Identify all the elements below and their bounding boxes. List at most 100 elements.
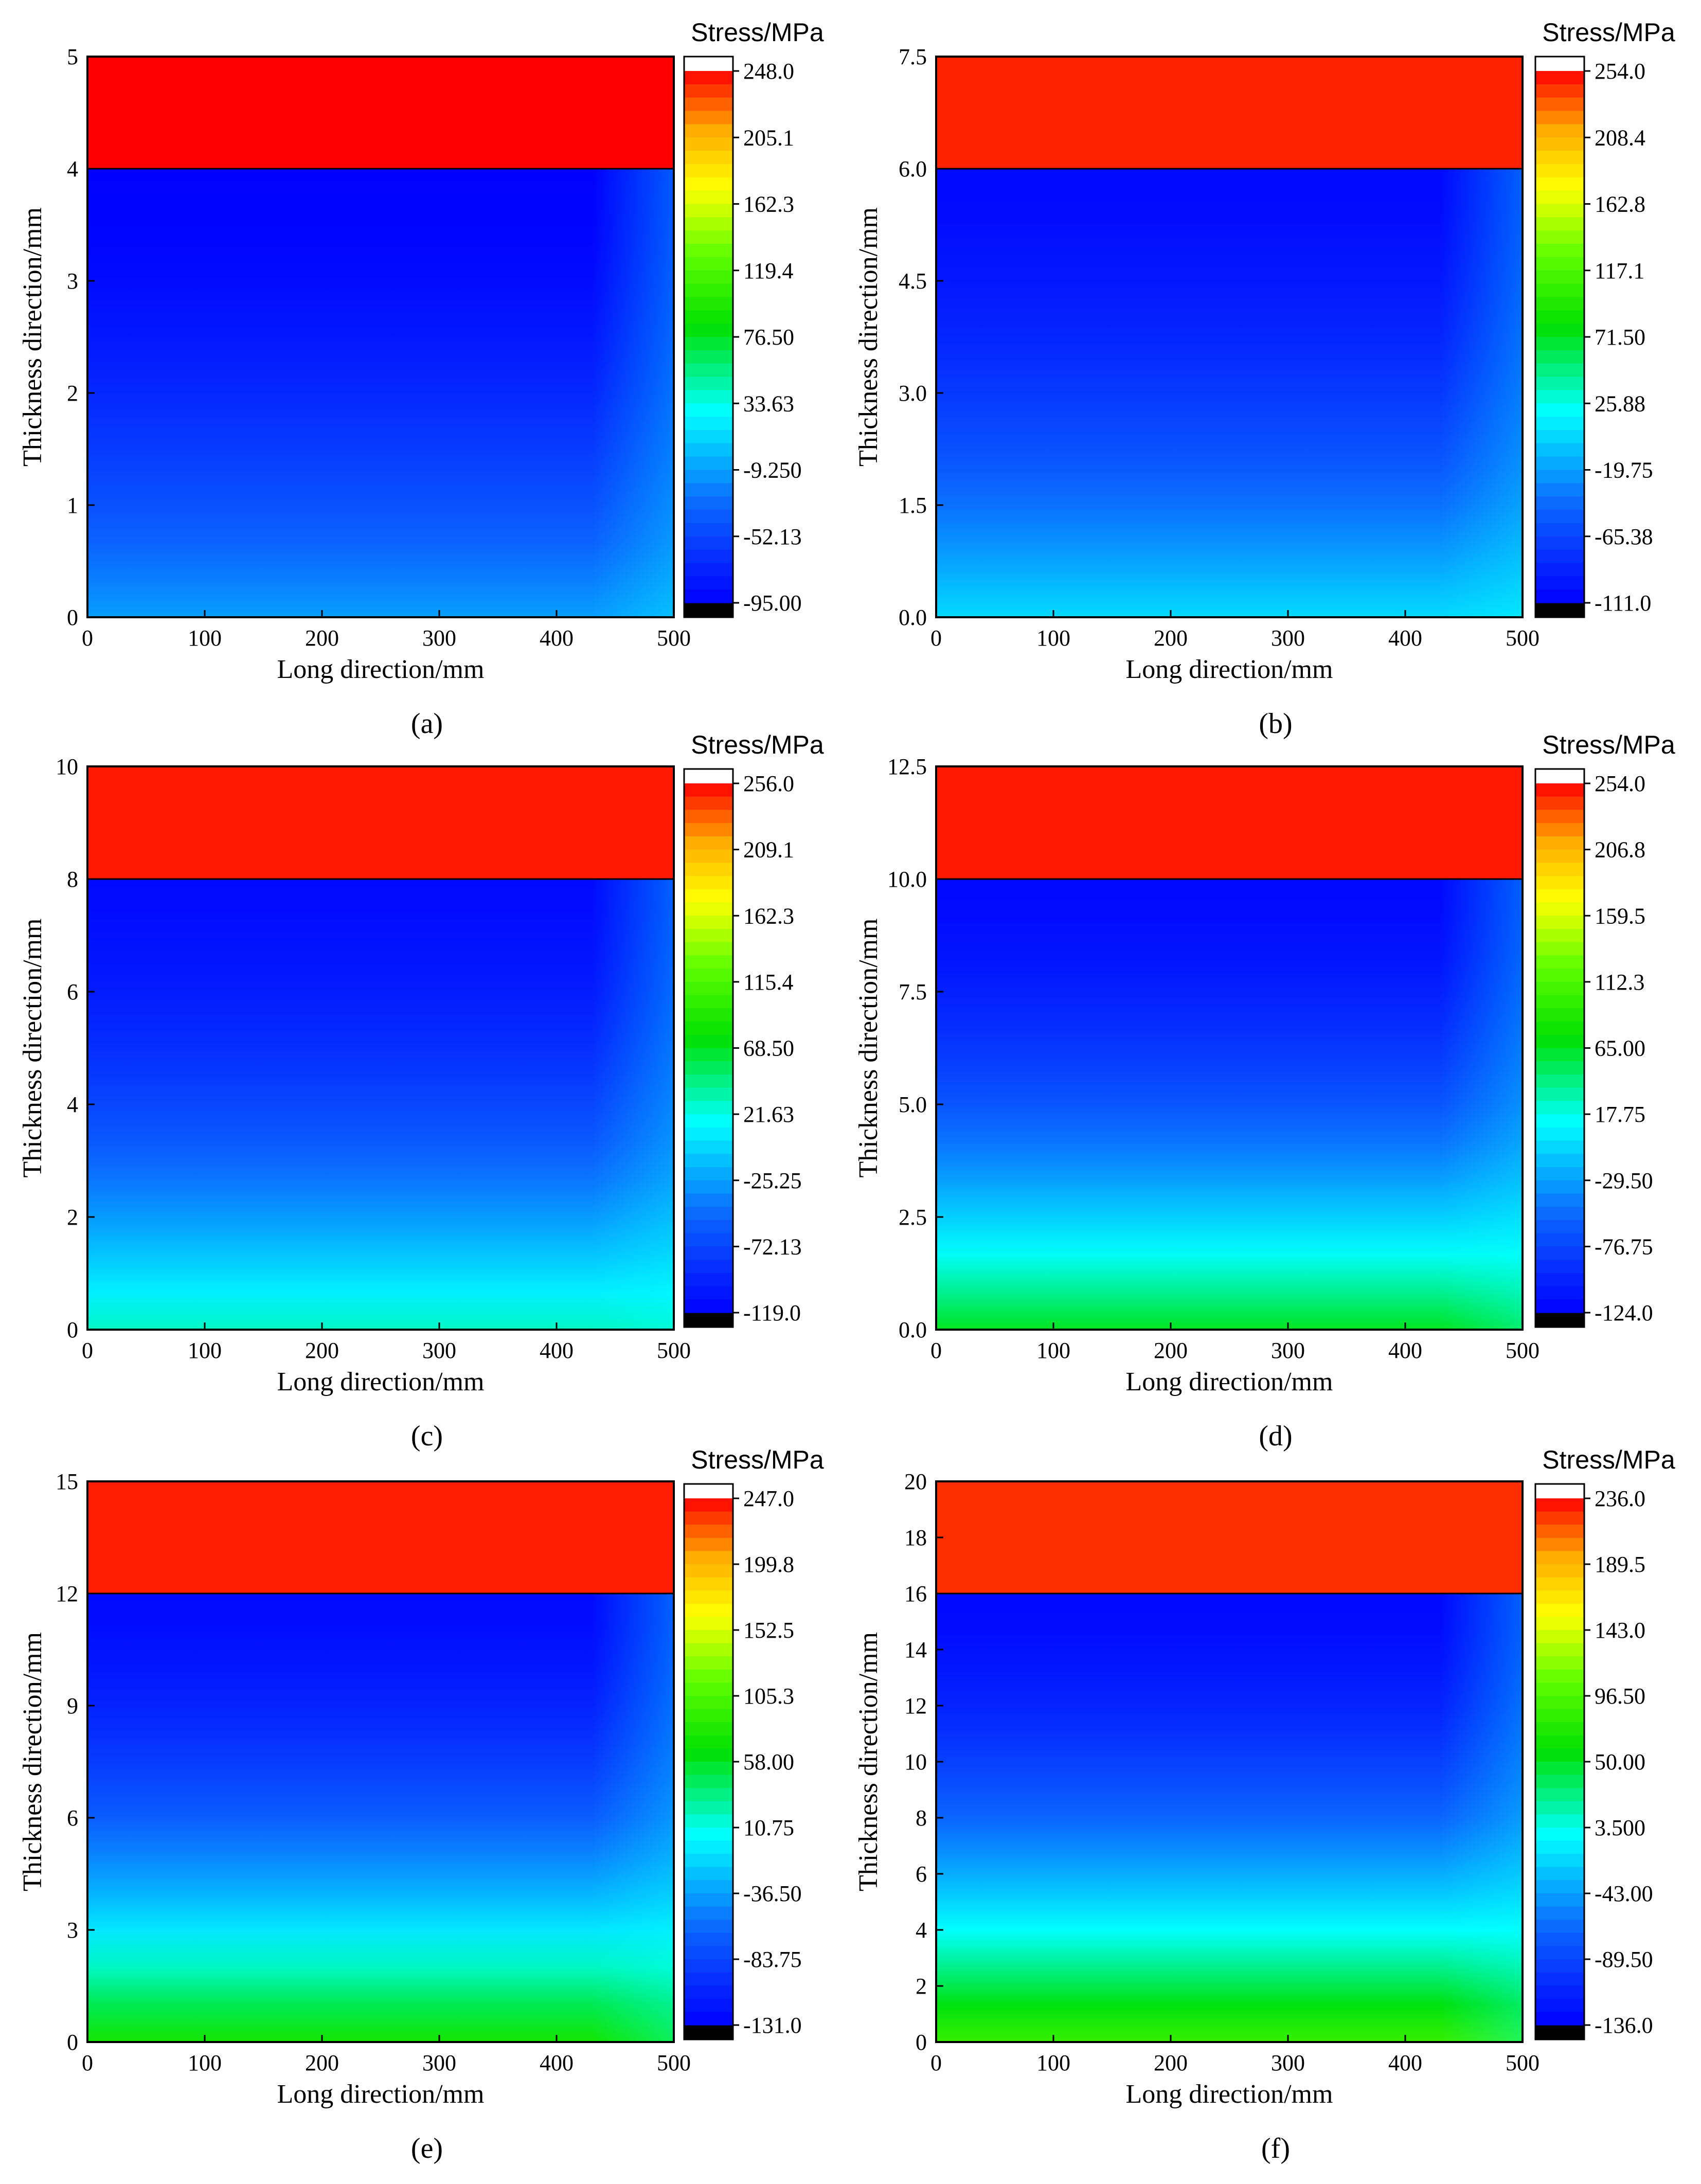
y-axis-title: Thickness direction/mm <box>854 207 883 467</box>
x-tick-label: 500 <box>657 1338 691 1363</box>
colorbar-band <box>684 1669 733 1683</box>
y-tick-label: 8 <box>916 1805 927 1831</box>
colorbar-band <box>684 1603 733 1617</box>
colorbar-band <box>1535 1008 1584 1022</box>
colorbar-band <box>684 2012 733 2026</box>
y-tick-label: 10.0 <box>887 867 927 892</box>
y-tick-label: 8 <box>67 867 78 892</box>
colorbar-band <box>1535 1696 1584 1710</box>
colorbar-tick-label: 256.0 <box>743 771 794 796</box>
colorbar-title: Stress/MPa <box>691 730 824 759</box>
colorbar-tick-label: 209.1 <box>743 837 794 863</box>
colorbar-band <box>684 1814 733 1828</box>
colorbar-band <box>684 456 733 471</box>
colorbar-band <box>1535 1630 1584 1644</box>
edge-effect-region <box>592 1594 674 2042</box>
colorbar-tick-label: 33.63 <box>743 391 794 416</box>
y-tick-label: 1 <box>67 493 78 518</box>
y-axis-title: Thickness direction/mm <box>18 918 47 1177</box>
colorbar-band <box>1535 1920 1584 1934</box>
colorbar-tick-label: 206.8 <box>1595 837 1645 863</box>
y-tick-label: 12 <box>904 1693 927 1718</box>
colorbar-tick-label: 76.50 <box>743 325 794 350</box>
colorbar-band <box>1535 111 1584 124</box>
colorbar-band <box>684 1959 733 1973</box>
x-tick-label: 400 <box>1388 625 1422 651</box>
colorbar-band <box>1535 1669 1584 1683</box>
colorbar-tick-label: 25.88 <box>1595 391 1645 416</box>
y-tick-label: 12 <box>56 1581 78 1606</box>
colorbar-band <box>684 823 733 837</box>
colorbar-band <box>1535 1154 1584 1168</box>
y-tick-label: 14 <box>904 1637 927 1662</box>
y-tick-label: 4 <box>916 1918 927 1943</box>
x-tick-label: 500 <box>657 625 691 651</box>
colorbar: 247.0 199.8 152.5 105.3 58.00 10.75 -36.50 -83.… <box>683 1445 824 2040</box>
colorbar-band <box>1535 1880 1584 1894</box>
panel-1: 0 100 200 300 400 500 0.0 1.5 3.0 4.5 6.0 7.5 Long d… <box>854 18 1675 740</box>
colorbar-band <box>684 283 733 298</box>
colorbar-band <box>684 1906 733 1920</box>
colorbar-band <box>684 217 733 231</box>
colorbar-band <box>684 1630 733 1644</box>
colorbar-band <box>684 230 733 244</box>
colorbar-tick-label: 58.00 <box>743 1749 794 1775</box>
colorbar-band <box>1535 244 1584 258</box>
colorbar-band <box>1535 1180 1584 1194</box>
colorbar-band <box>684 1551 733 1565</box>
colorbar-band <box>1535 1854 1584 1868</box>
y-tick-label: 0.0 <box>899 605 927 630</box>
panel-caption: (e) <box>411 2133 443 2164</box>
colorbar-tick-label: 119.4 <box>743 258 793 283</box>
colorbar-tick-label: 162.3 <box>743 192 794 217</box>
y-tick-label: 4 <box>67 1092 78 1117</box>
x-tick-label: 200 <box>1154 2050 1188 2075</box>
panel-caption: (d) <box>1259 1420 1292 1452</box>
colorbar-band <box>684 1735 733 1749</box>
top-layer-region <box>936 766 1523 879</box>
colorbar-band <box>1535 377 1584 390</box>
x-tick-label: 200 <box>305 625 339 651</box>
colorbar-band <box>684 204 733 218</box>
colorbar-overflow-cap <box>1535 57 1584 71</box>
colorbar-tick-label: -119.0 <box>743 1300 801 1326</box>
colorbar-band <box>1535 283 1584 298</box>
colorbar-band <box>684 1801 733 1815</box>
colorbar-band <box>684 164 733 178</box>
edge-effect-region <box>1440 879 1523 1330</box>
colorbar-band <box>684 1617 733 1631</box>
y-tick-label: 12.5 <box>887 754 927 779</box>
colorbar-band <box>684 1972 733 1986</box>
colorbar-band <box>684 297 733 311</box>
colorbar-band <box>1535 1828 1584 1841</box>
colorbar-band <box>684 1696 733 1710</box>
colorbar-band <box>1535 1498 1584 1512</box>
y-axis-title: Thickness direction/mm <box>18 207 47 467</box>
colorbar-band <box>1535 863 1584 876</box>
colorbar-band <box>684 810 733 824</box>
y-tick-label: 3 <box>67 1918 78 1943</box>
colorbar-tick-label: 199.8 <box>743 1552 794 1577</box>
colorbar-band <box>684 417 733 431</box>
colorbar-band <box>1535 1207 1584 1221</box>
colorbar-band <box>684 1273 733 1287</box>
colorbar-band <box>684 1074 733 1088</box>
colorbar-band <box>1535 1537 1584 1551</box>
y-tick-label: 10 <box>904 1749 927 1775</box>
colorbar-band <box>684 576 733 590</box>
colorbar-band <box>1535 1193 1584 1207</box>
colorbar-band <box>1535 1273 1584 1287</box>
colorbar-band <box>684 1775 733 1788</box>
colorbar-band <box>684 549 733 564</box>
colorbar-overflow-cap <box>1535 1484 1584 1498</box>
colorbar-band <box>1535 836 1584 850</box>
colorbar-band <box>1535 549 1584 564</box>
colorbar-band <box>684 1920 733 1934</box>
colorbar-band <box>684 390 733 404</box>
colorbar-band <box>1535 1801 1584 1815</box>
colorbar-tick-label: 21.63 <box>743 1102 794 1127</box>
colorbar: 236.0 189.5 143.0 96.50 50.00 3.500 -43.00 -89.… <box>1534 1445 1675 2040</box>
colorbar-band <box>1535 1220 1584 1234</box>
y-tick-label: 15 <box>56 1469 78 1494</box>
colorbar-band <box>1535 164 1584 178</box>
